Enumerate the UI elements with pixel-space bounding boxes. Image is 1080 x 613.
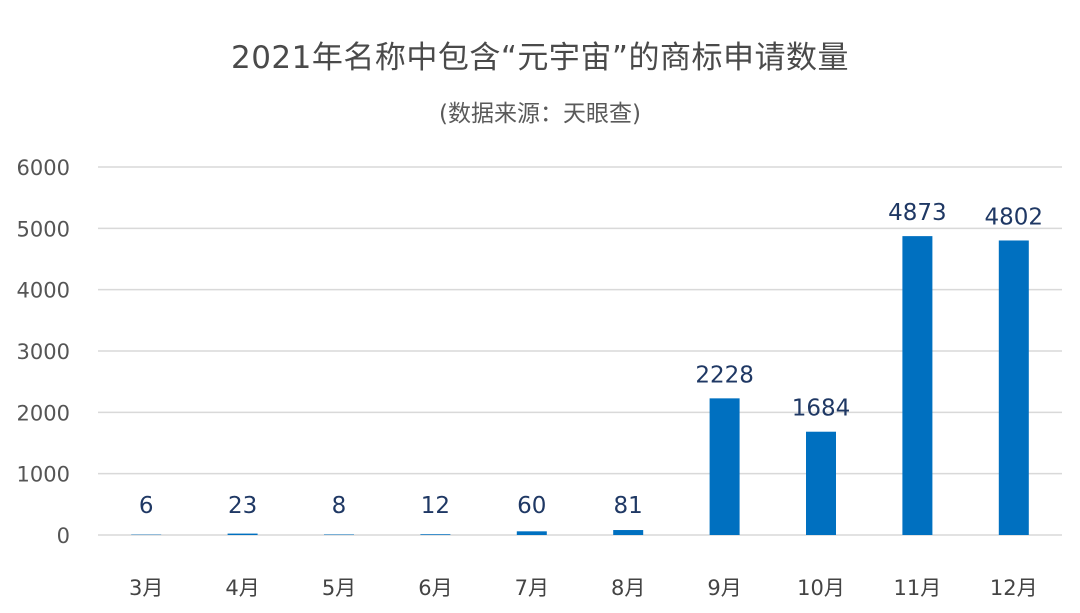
bars <box>131 236 1029 535</box>
data-label: 1684 <box>792 396 851 422</box>
data-label: 60 <box>517 493 546 519</box>
bar <box>420 534 451 535</box>
y-tick-label: 5000 <box>17 217 70 241</box>
y-tick-label: 3000 <box>17 340 70 364</box>
chart-subtitle: (数据来源：天眼查) <box>439 101 641 127</box>
y-axis-ticks: 0 1000 2000 3000 4000 5000 6000 <box>17 156 70 548</box>
data-label: 81 <box>614 493 643 519</box>
y-tick-label: 1000 <box>17 463 70 487</box>
x-category-label: 10月 <box>797 576 845 600</box>
y-tick-label: 2000 <box>17 401 70 425</box>
x-category-label: 5月 <box>322 576 356 600</box>
y-tick-label: 6000 <box>17 156 70 180</box>
chart-title: 2021年名称中包含“元宇宙”的商标申请数量 <box>230 40 849 76</box>
data-label: 12 <box>421 493 450 519</box>
x-category-label: 6月 <box>418 576 452 600</box>
x-category-label: 9月 <box>707 576 741 600</box>
bar <box>806 431 836 535</box>
x-category-label: 7月 <box>515 576 549 600</box>
data-label: 6 <box>139 493 154 519</box>
data-label: 23 <box>228 493 257 519</box>
data-label: 4873 <box>888 200 947 226</box>
bar <box>998 240 1029 535</box>
x-category-label: 11月 <box>894 576 942 600</box>
data-label: 8 <box>332 493 347 519</box>
data-label: 2228 <box>695 362 754 388</box>
bar <box>613 530 644 535</box>
y-tick-label: 4000 <box>17 279 70 303</box>
grid-lines <box>98 166 1062 536</box>
x-axis-categories: 3月 4月 5月 6月 7月 8月 9月 10月 11月 12月 <box>129 576 1038 600</box>
x-category-label: 4月 <box>225 576 259 600</box>
bar <box>902 236 933 535</box>
y-tick-label: 0 <box>57 524 70 548</box>
data-labels: 6 23 8 12 60 81 2228 1684 4873 4802 <box>139 200 1043 519</box>
bar <box>227 533 258 535</box>
x-category-label: 8月 <box>611 576 645 600</box>
bar <box>516 531 547 535</box>
x-category-label: 3月 <box>129 576 163 600</box>
bar <box>709 398 740 535</box>
x-category-label: 12月 <box>990 576 1038 600</box>
data-label: 4802 <box>985 204 1044 230</box>
